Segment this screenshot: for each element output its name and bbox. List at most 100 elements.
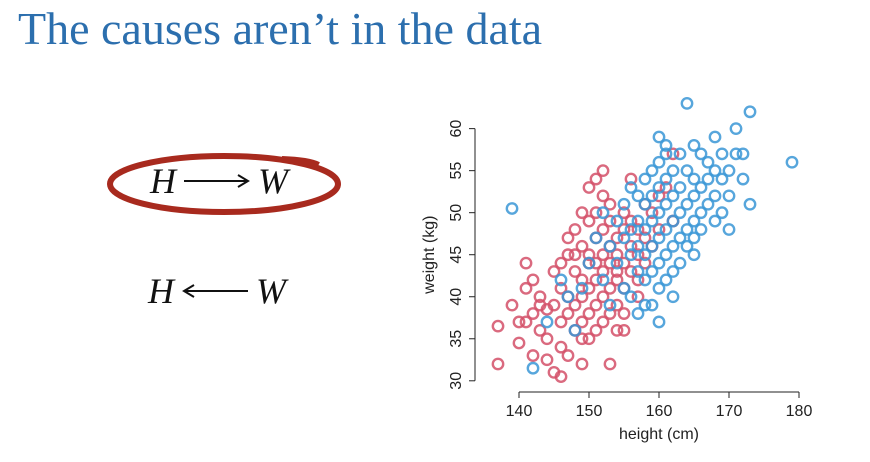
y-tick-label: 60 <box>448 120 465 138</box>
data-point <box>624 248 638 262</box>
data-point <box>526 361 540 375</box>
y-tick-label: 55 <box>448 162 465 180</box>
data-point <box>638 197 652 211</box>
data-point <box>673 181 687 194</box>
data-point <box>505 298 519 312</box>
data-point <box>610 298 624 312</box>
data-point <box>631 290 645 304</box>
data-point <box>540 353 554 367</box>
data-point <box>575 290 589 304</box>
data-point <box>554 315 568 329</box>
data-point <box>617 197 631 211</box>
data-point <box>743 197 757 211</box>
data-point <box>638 172 652 186</box>
data-point <box>533 290 547 304</box>
data-point <box>666 164 680 178</box>
data-point <box>526 307 540 320</box>
data-point <box>708 189 722 203</box>
data-point <box>603 281 617 295</box>
y-axis-label: weight (kg) <box>421 216 438 295</box>
data-point <box>729 147 743 161</box>
data-point <box>638 273 652 287</box>
data-point <box>596 315 610 329</box>
data-point <box>519 256 533 270</box>
data-point <box>687 248 701 262</box>
dag1-from-node: H <box>150 161 176 201</box>
data-point <box>610 323 624 337</box>
data-point <box>638 248 652 262</box>
data-point <box>701 172 715 186</box>
data-point <box>687 139 701 152</box>
data-point <box>603 256 617 270</box>
data-point <box>659 273 673 287</box>
data-point <box>673 206 687 220</box>
data-point <box>610 214 624 228</box>
data-point <box>624 265 638 278</box>
data-point <box>512 336 526 350</box>
x-tick-label: 180 <box>786 403 813 420</box>
data-point <box>652 189 666 203</box>
data-point <box>631 239 645 253</box>
data-point <box>596 265 610 278</box>
data-point <box>631 214 645 228</box>
data-point <box>582 332 596 346</box>
data-point <box>575 332 589 346</box>
data-point <box>736 172 750 186</box>
data-point <box>617 206 631 220</box>
data-point <box>617 281 631 295</box>
data-point <box>652 130 666 144</box>
data-point <box>589 231 603 245</box>
data-point <box>631 307 645 320</box>
data-point <box>519 315 533 329</box>
data-point <box>617 231 631 245</box>
data-point <box>666 214 680 228</box>
data-point <box>701 197 715 211</box>
data-point <box>519 281 533 295</box>
data-point <box>666 265 680 278</box>
data-point <box>575 239 589 253</box>
data-point <box>687 172 701 186</box>
data-point <box>561 349 575 362</box>
data-point <box>659 197 673 211</box>
data-point <box>603 239 617 253</box>
data-point <box>561 307 575 320</box>
data-point <box>491 357 505 371</box>
data-point <box>743 105 757 119</box>
data-point <box>526 273 540 287</box>
data-point <box>652 256 666 270</box>
data-point <box>596 248 610 262</box>
data-point <box>666 239 680 253</box>
dag-forward: H W <box>104 150 344 220</box>
data-point <box>533 323 547 337</box>
data-point <box>624 181 638 194</box>
data-point <box>645 298 659 312</box>
data-point <box>631 273 645 287</box>
data-point <box>680 164 694 178</box>
y-tick-label: 45 <box>448 246 465 264</box>
data-point <box>715 206 729 220</box>
data-point <box>568 298 582 312</box>
left-arrow-icon <box>182 284 248 298</box>
data-point <box>736 147 750 161</box>
data-point <box>694 223 708 236</box>
data-point <box>547 265 561 278</box>
y-tick-label: 30 <box>448 372 465 390</box>
data-point <box>554 281 568 295</box>
data-point <box>694 206 708 220</box>
dag2-from-node: H <box>148 271 174 311</box>
data-point <box>652 281 666 295</box>
dag2-to-node: W <box>256 271 286 311</box>
data-point <box>512 315 526 329</box>
data-point <box>659 223 673 236</box>
data-point <box>491 319 505 333</box>
data-point <box>687 214 701 228</box>
data-point <box>568 223 582 236</box>
data-point <box>631 223 645 236</box>
y-tick-label: 35 <box>448 330 465 348</box>
data-point <box>680 239 694 253</box>
data-point <box>694 147 708 161</box>
data-point <box>659 139 673 152</box>
data-point <box>561 231 575 245</box>
data-point <box>610 248 624 262</box>
